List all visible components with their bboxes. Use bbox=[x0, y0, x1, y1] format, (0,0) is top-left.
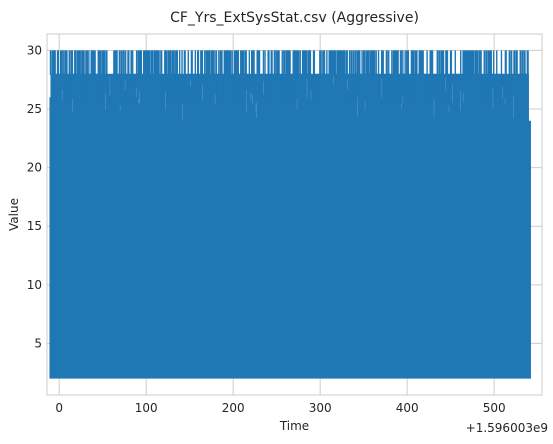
x-tick-label: 200 bbox=[222, 401, 245, 415]
plot-frame bbox=[46, 33, 543, 396]
y-tick-label: 15 bbox=[27, 219, 42, 233]
y-tick-label: 30 bbox=[27, 43, 42, 57]
x-tick-label: 400 bbox=[396, 401, 419, 415]
y-axis-label: Value bbox=[7, 198, 21, 231]
series-tail bbox=[527, 120, 531, 379]
y-tick-label: 20 bbox=[27, 161, 42, 175]
tick-labels: 0 100 200 300 400 500 5 10 15 20 25 30 bbox=[27, 43, 506, 415]
chart-title: CF_Yrs_ExtSysStat.csv (Aggressive) bbox=[170, 10, 419, 26]
x-axis-offset-label: +1.596003e9 bbox=[466, 421, 548, 435]
x-tick-label: 100 bbox=[135, 401, 158, 415]
x-tick-label: 500 bbox=[483, 401, 506, 415]
y-tick-label: 5 bbox=[34, 336, 42, 350]
series-spikes bbox=[49, 50, 529, 104]
x-axis-label: Time bbox=[279, 419, 309, 433]
y-tick-label: 10 bbox=[27, 278, 42, 292]
x-tick-label: 300 bbox=[309, 401, 332, 415]
series-layer bbox=[49, 50, 531, 379]
series-gaps bbox=[61, 75, 514, 121]
x-tick-label: 0 bbox=[55, 401, 63, 415]
series-body bbox=[50, 73, 529, 379]
y-tick-label: 25 bbox=[27, 102, 42, 116]
